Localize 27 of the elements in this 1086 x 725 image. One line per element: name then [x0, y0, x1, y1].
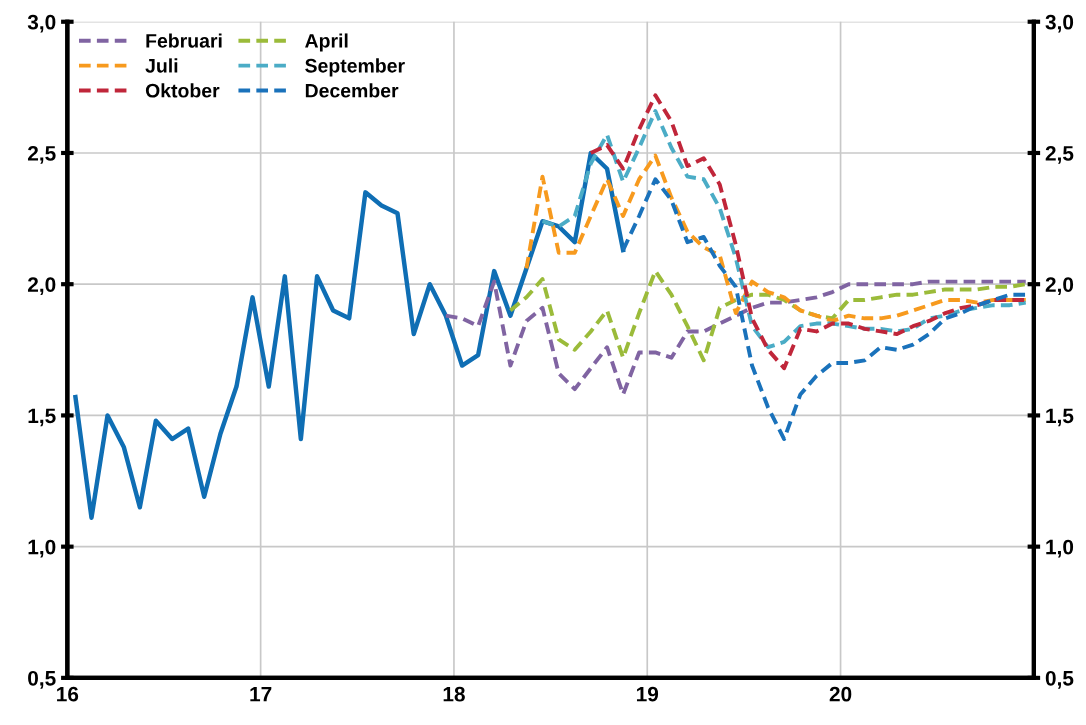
y2-tick-label: 1,0 [1046, 539, 1074, 558]
y2-tick-label: 2,0 [1045, 277, 1074, 295]
legend-label: Oktober [145, 83, 220, 98]
x-tick-label: 16 [57, 686, 79, 702]
line-series [524, 153, 1028, 323]
y-tick-label: 3,0 [27, 14, 56, 33]
x-tick-label: 17 [250, 686, 272, 702]
y-tick-label: 1,0 [28, 539, 56, 558]
y2-tick-label: 2,5 [1045, 145, 1074, 164]
line-series [508, 269, 1028, 363]
legend-label: Februari [146, 33, 222, 48]
y-tick-label: 2,5 [27, 145, 56, 164]
y-tick-label: 1,5 [28, 408, 56, 427]
legend-label: December [305, 83, 399, 98]
legend-label: September [305, 58, 405, 77]
legend-label: April [305, 33, 348, 52]
x-tick-label: 18 [443, 686, 465, 702]
x-tick-label: 19 [636, 686, 659, 702]
x-tick-label: 20 [829, 686, 852, 702]
y2-tick-label: 1,5 [1046, 408, 1074, 427]
y-tick-label: 0,5 [28, 670, 56, 689]
y2-tick-label: 0,5 [1045, 670, 1074, 689]
y-tick-label: 2,0 [27, 277, 56, 295]
y2-tick-label: 3,0 [1045, 14, 1074, 33]
line-series [540, 109, 1028, 350]
legend-label: Juli [145, 58, 178, 73]
line-series [443, 279, 1028, 397]
